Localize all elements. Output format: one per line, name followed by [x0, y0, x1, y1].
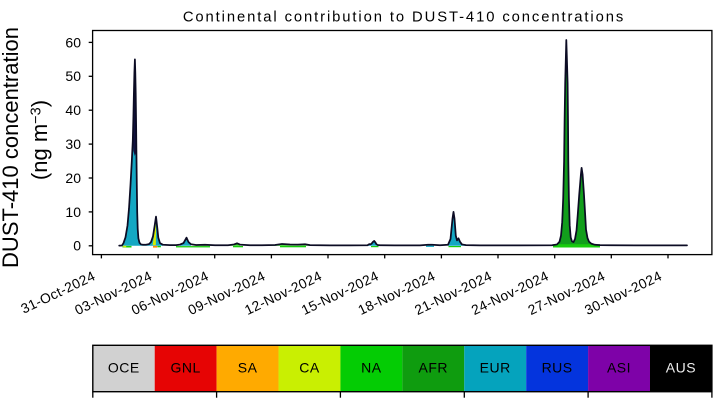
svg-text:Continental contribution to DU: Continental contribution to DUST-410 con…: [183, 10, 625, 26]
svg-text:AFR: AFR: [419, 359, 449, 375]
svg-text:30: 30: [65, 136, 81, 152]
svg-text:ASI: ASI: [607, 359, 631, 375]
svg-text:40: 40: [65, 102, 81, 118]
svg-text:NA: NA: [361, 359, 382, 375]
svg-text:CA: CA: [299, 359, 320, 375]
svg-text:EUR: EUR: [480, 359, 511, 375]
svg-text:20: 20: [65, 170, 81, 186]
svg-text:RUS: RUS: [542, 359, 573, 375]
svg-text:GNL: GNL: [171, 359, 201, 375]
svg-text:50: 50: [65, 68, 81, 84]
svg-text:OCE: OCE: [108, 359, 140, 375]
svg-text:DUST-410 concentration: DUST-410 concentration: [0, 27, 23, 268]
svg-text:0: 0: [73, 238, 81, 254]
svg-text:SA: SA: [238, 359, 258, 375]
svg-text:10: 10: [65, 204, 81, 220]
svg-text:AUS: AUS: [666, 359, 696, 375]
svg-text:60: 60: [65, 34, 81, 50]
